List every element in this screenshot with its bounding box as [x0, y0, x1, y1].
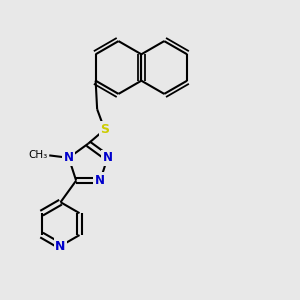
- Text: N: N: [64, 151, 74, 164]
- Text: CH₃: CH₃: [28, 150, 48, 161]
- Text: S: S: [100, 123, 109, 136]
- Text: N: N: [56, 239, 66, 253]
- Text: N: N: [95, 174, 105, 187]
- Text: N: N: [103, 151, 112, 164]
